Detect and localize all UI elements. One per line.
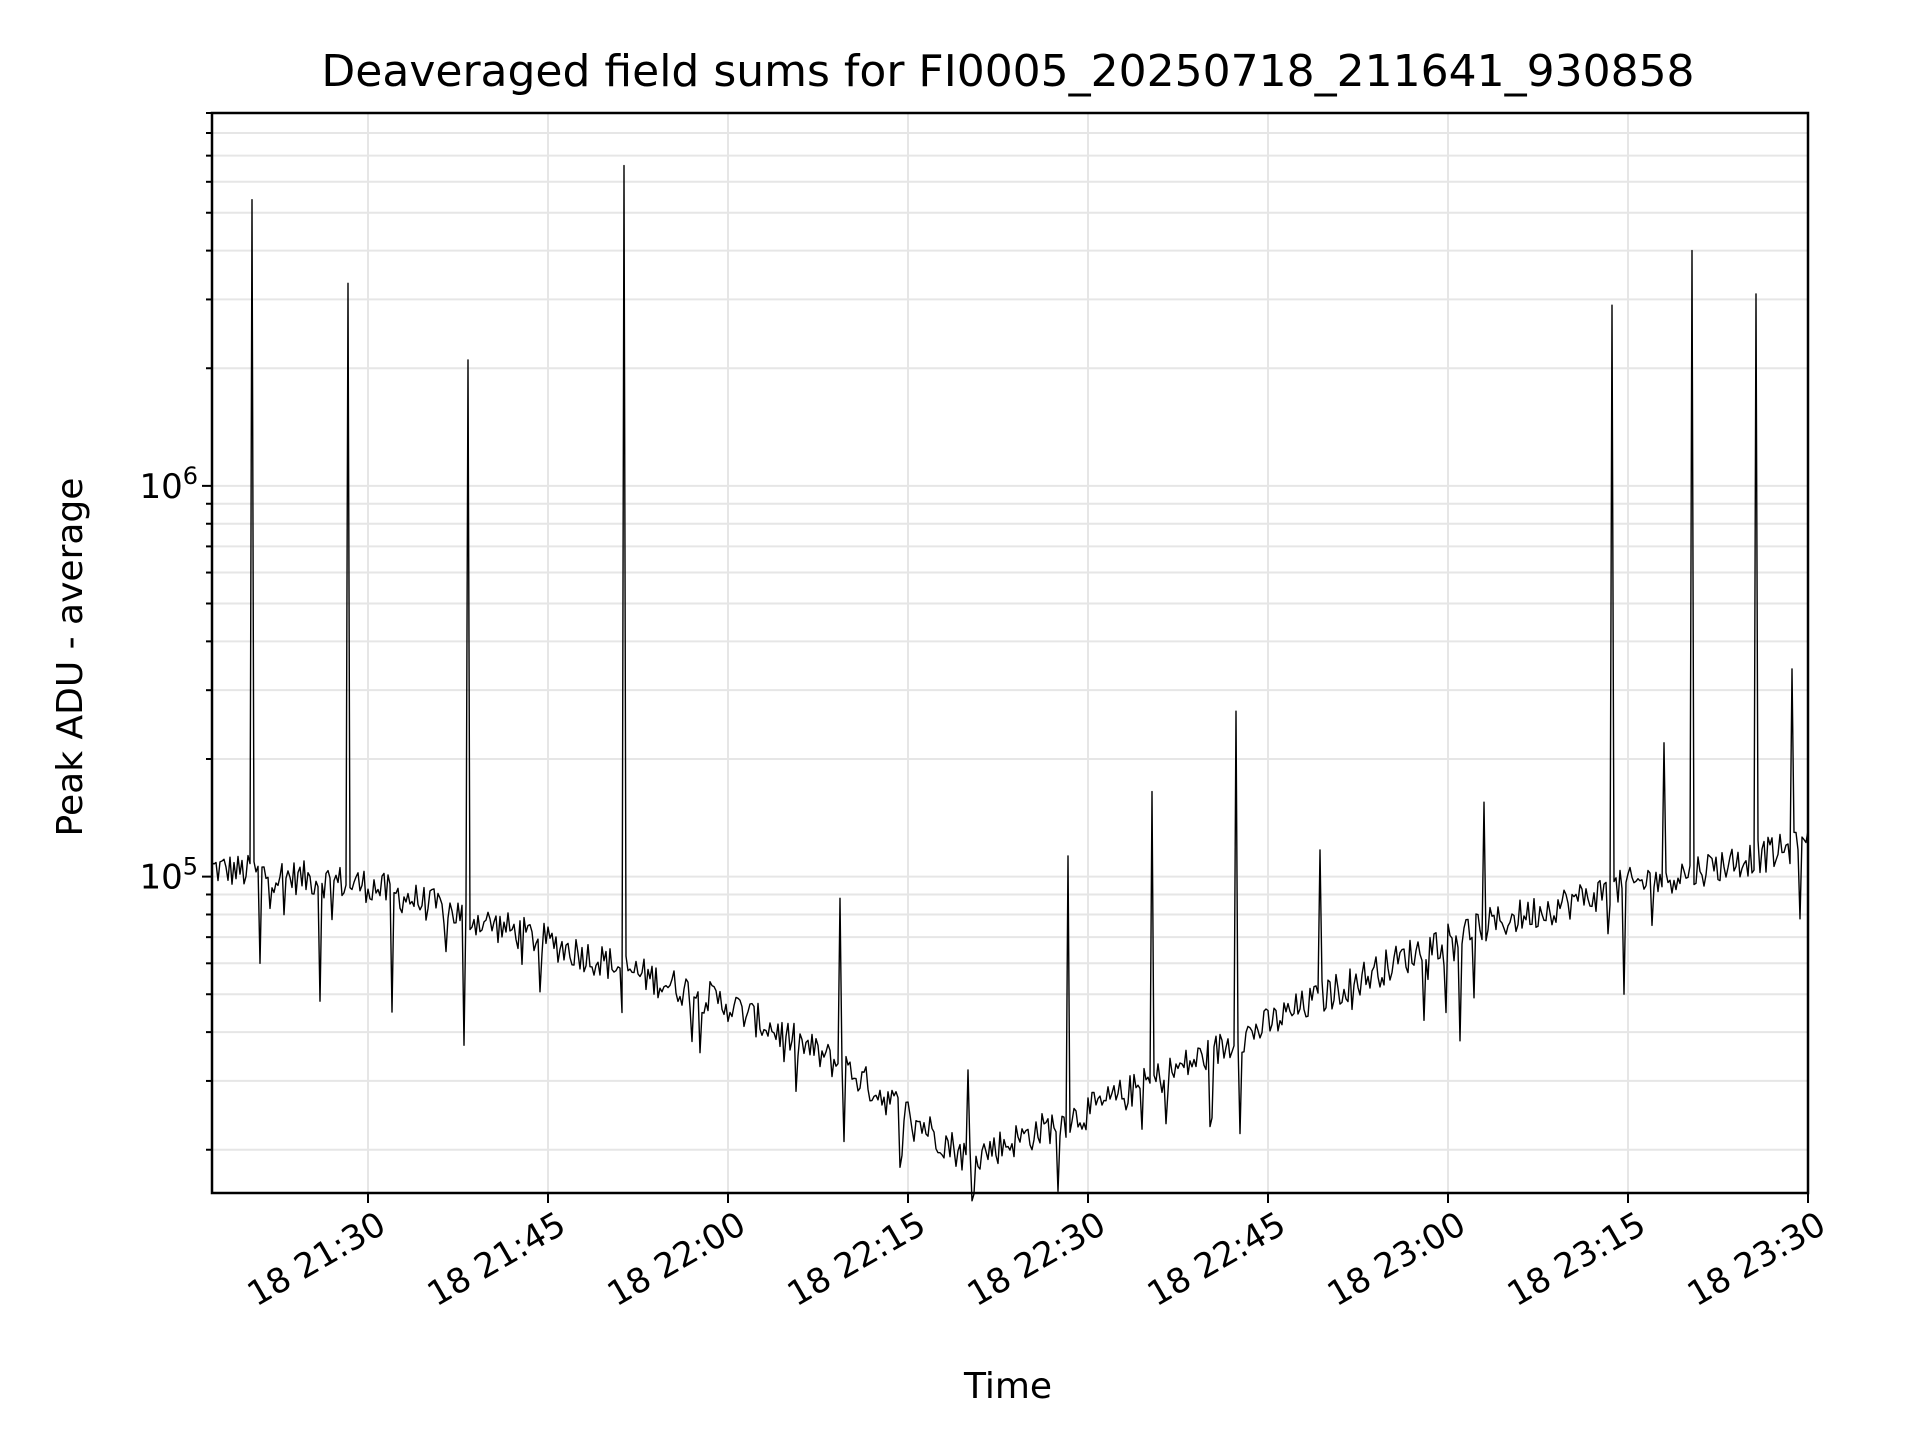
- chart-title: Deaveraged field sums for FI0005_2025071…: [321, 46, 1694, 97]
- plot-frame: [210, 111, 1810, 1195]
- series-line: [211, 164, 1809, 1202]
- y-axis-label: Peak ADU - average: [50, 478, 91, 837]
- x-axis-label: Time: [963, 1366, 1052, 1407]
- series-line-group: [211, 164, 1809, 1202]
- y-tick-label: 106: [139, 462, 198, 507]
- y-tick-label: 105: [139, 853, 198, 898]
